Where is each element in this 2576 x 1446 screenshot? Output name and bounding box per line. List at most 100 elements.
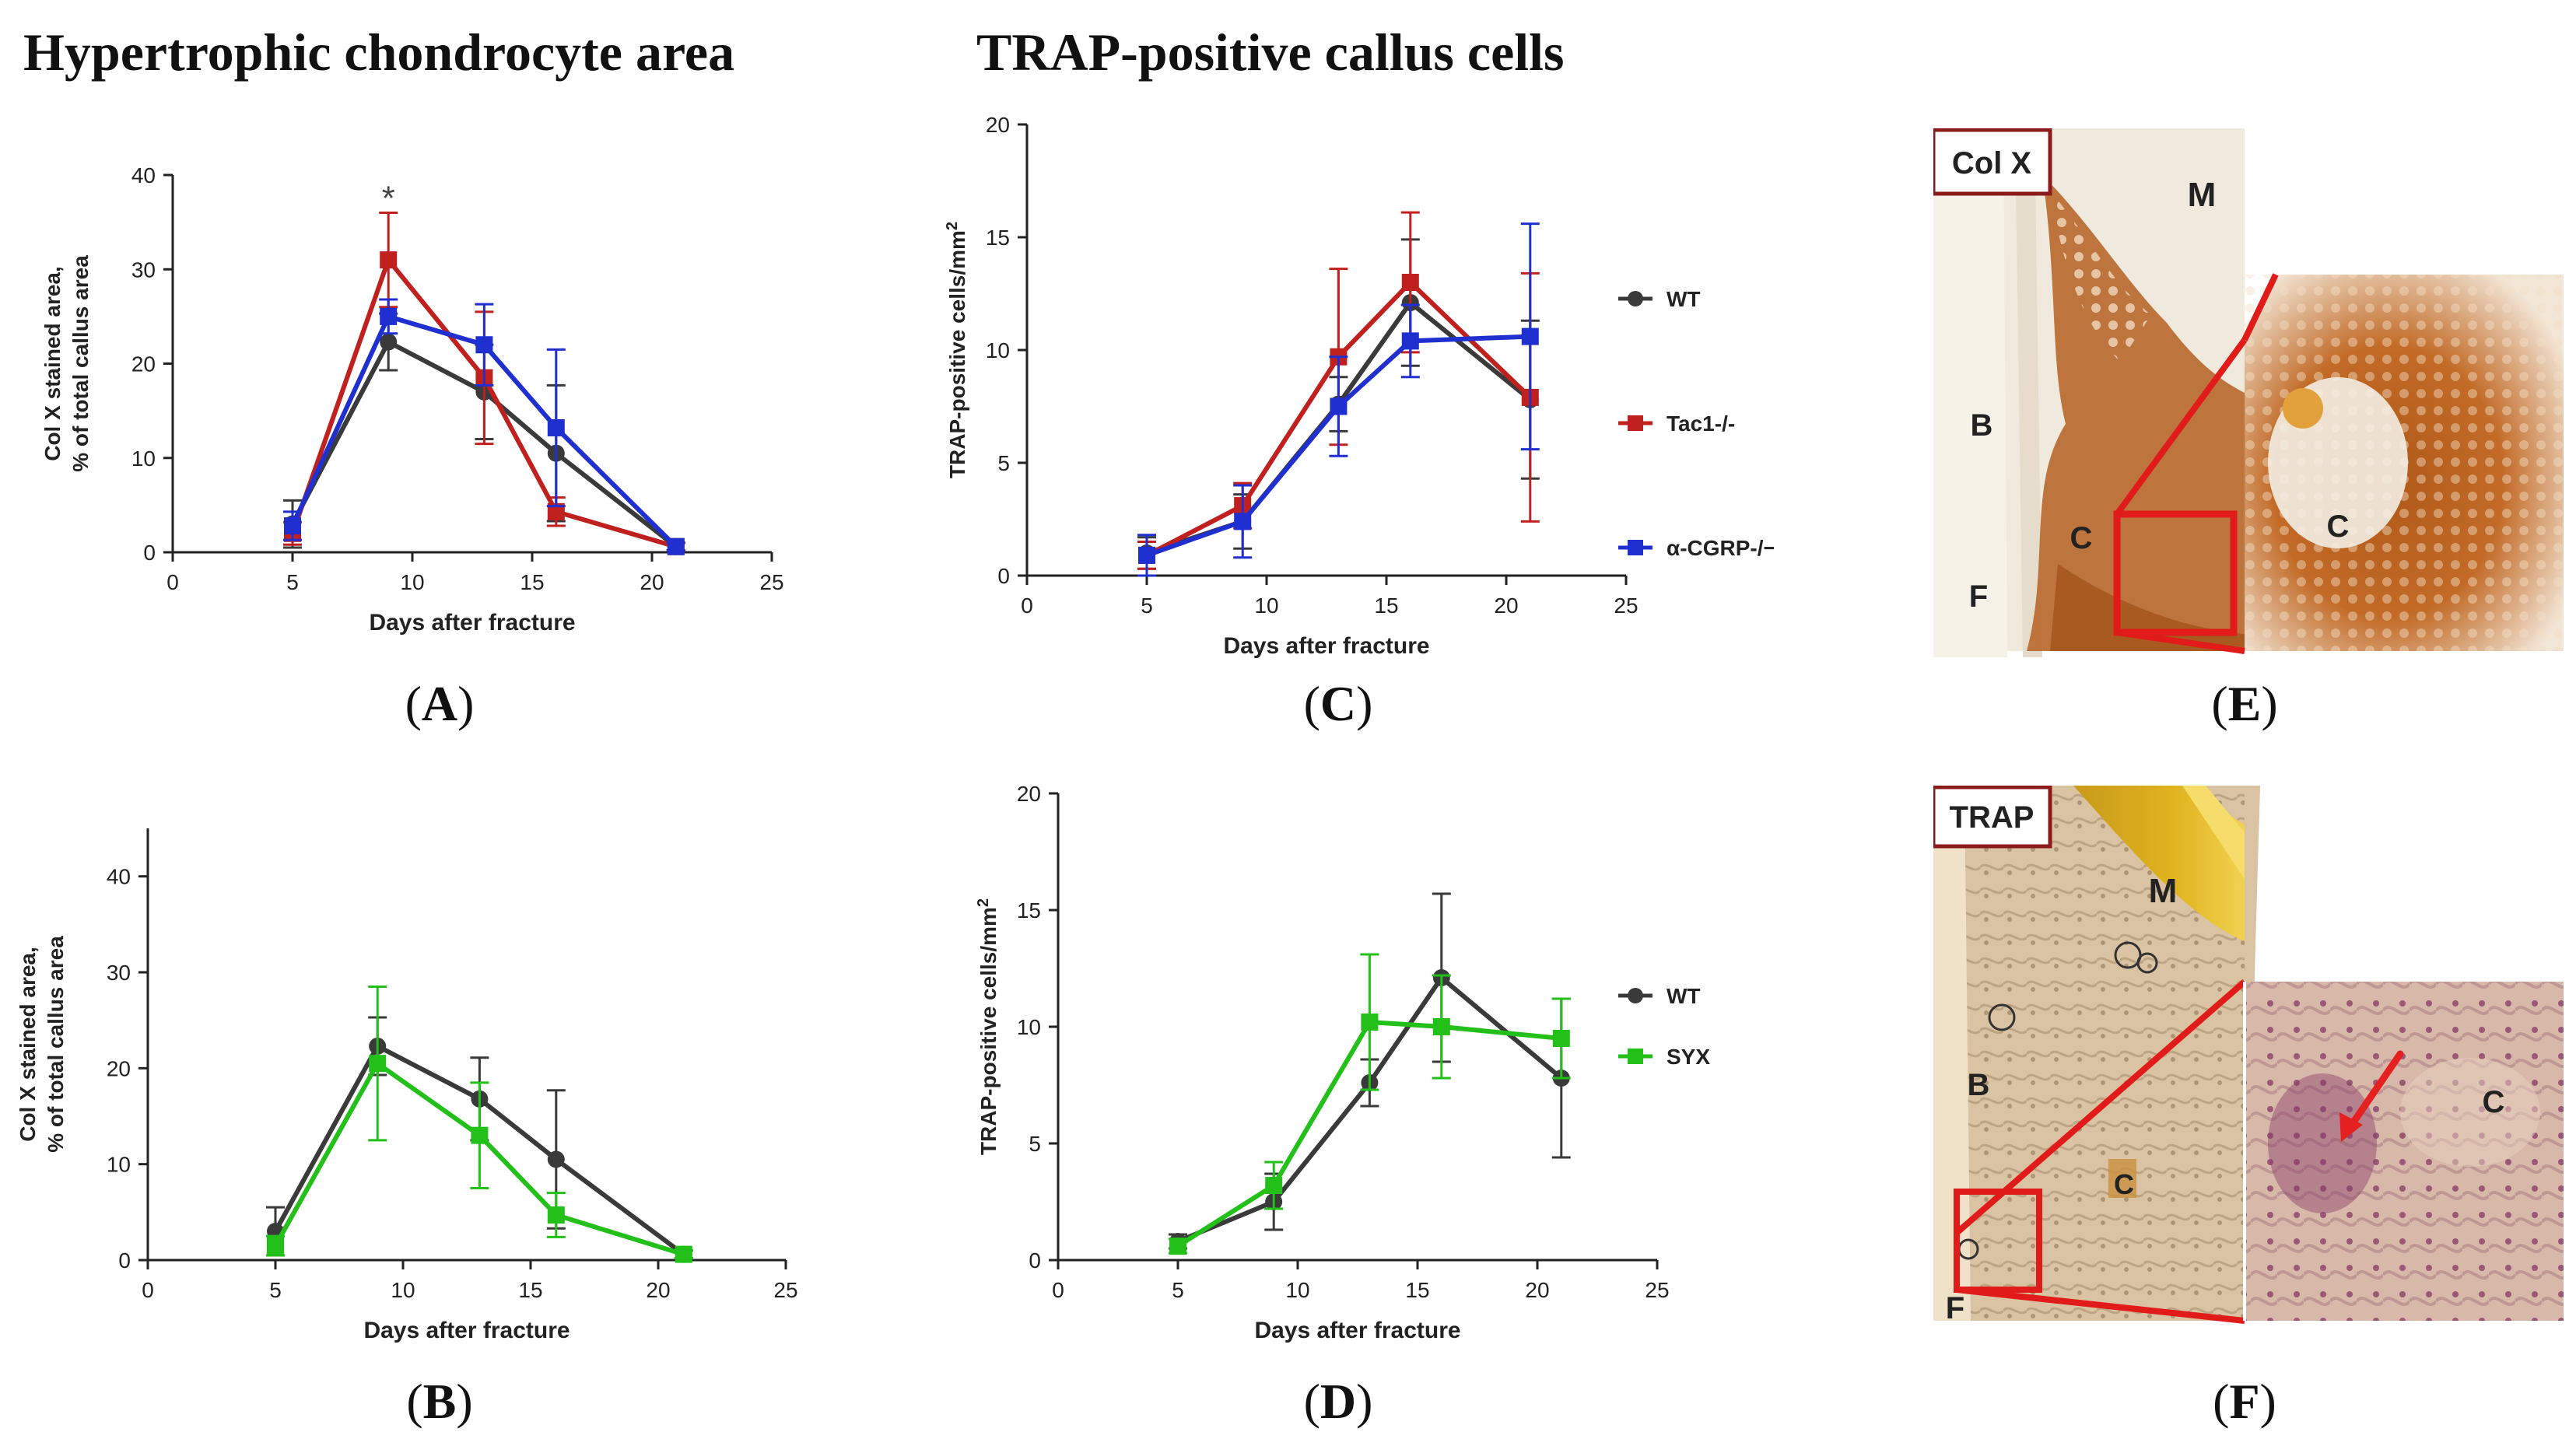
y-axis-label: % of total callus area bbox=[44, 936, 68, 1153]
data-point bbox=[369, 1055, 387, 1073]
y-tick-label: 20 bbox=[986, 113, 1010, 137]
y-tick-label: 5 bbox=[1029, 1132, 1041, 1156]
x-tick-label: 25 bbox=[1645, 1278, 1669, 1302]
data-point bbox=[1169, 1238, 1186, 1255]
data-point bbox=[1401, 274, 1419, 291]
trap-letter-c-main: C bbox=[2114, 1168, 2134, 1200]
col-x-main-image bbox=[1933, 128, 2245, 657]
series-cgrp bbox=[1137, 222, 1540, 577]
data-point bbox=[1234, 513, 1252, 530]
data-point bbox=[547, 502, 565, 520]
y-tick-label: 0 bbox=[143, 541, 156, 565]
y-tick-label: 40 bbox=[131, 163, 156, 187]
y-tick-label: 5 bbox=[997, 451, 1010, 475]
y-tick-label: 10 bbox=[986, 338, 1010, 362]
trap-letter-c-zoom: C bbox=[2483, 1085, 2505, 1119]
x-tick-label: 20 bbox=[640, 570, 664, 594]
trap-letter-f: F bbox=[1946, 1291, 1964, 1325]
x-axis-label: Days after fracture bbox=[1223, 633, 1429, 659]
data-point bbox=[475, 336, 493, 354]
col-x-stain-label: Col X bbox=[1933, 128, 2052, 196]
legend-label: WT bbox=[1667, 287, 1701, 311]
trap-zoom-line-bottom bbox=[1956, 1287, 2245, 1324]
y-tick-label: 15 bbox=[1017, 898, 1041, 923]
chart-b: 0 5 10 15 20 25 0 10 20 30 40 Days after fracture Co… bbox=[16, 828, 798, 1343]
y-axis-label: TRAP-positive cells/mm2 bbox=[944, 222, 969, 478]
data-point bbox=[267, 1237, 284, 1255]
legend-label: SYX bbox=[1667, 1045, 1710, 1069]
legend-marker bbox=[1628, 540, 1643, 555]
x-tick-label: 0 bbox=[166, 570, 179, 594]
y-tick-label: 30 bbox=[131, 257, 156, 282]
x-tick-label: 10 bbox=[1254, 593, 1278, 618]
y-tick-label: 20 bbox=[1017, 782, 1041, 806]
y-axis-label: Col X stained area, bbox=[16, 947, 40, 1142]
y-tick-label: 10 bbox=[1017, 1015, 1041, 1039]
y-axis-label: Col X stained area, bbox=[40, 266, 65, 461]
y-axis-label-superscript: 2 bbox=[944, 222, 961, 230]
legend-label: WT bbox=[1667, 984, 1701, 1008]
data-point bbox=[675, 1245, 692, 1263]
x-axis-label: Days after fracture bbox=[363, 1318, 570, 1343]
letter-b: B bbox=[1971, 408, 1993, 443]
zoom-line-top bbox=[2114, 338, 2248, 516]
x-tick-label: 15 bbox=[1374, 593, 1398, 618]
data-point bbox=[547, 1206, 565, 1224]
data-point bbox=[667, 537, 685, 555]
x-tick-label: 5 bbox=[286, 570, 299, 594]
series-cgrp bbox=[283, 298, 685, 555]
x-tick-label: 25 bbox=[759, 570, 783, 594]
x-tick-label: 20 bbox=[1525, 1278, 1549, 1302]
y-axis-label-text: TRAP-positive cells/mm bbox=[976, 907, 1001, 1155]
zoom-box bbox=[2113, 510, 2238, 636]
chart-a: 0 5 10 15 20 25 0 10 20 30 40 Days after fracture Co… bbox=[40, 163, 784, 635]
letter-m: M bbox=[2188, 176, 2217, 214]
data-point bbox=[1138, 546, 1155, 564]
x-tick-label: 0 bbox=[142, 1278, 154, 1302]
data-point bbox=[1265, 1177, 1283, 1194]
y-axis-label-superscript: 2 bbox=[975, 898, 992, 907]
trap-stain-label: TRAP bbox=[1933, 786, 2052, 849]
svg-text:TRAP: TRAP bbox=[1950, 800, 2035, 835]
panel-label-c: (C) bbox=[1303, 676, 1373, 731]
letter-c-zoom: C bbox=[2327, 509, 2350, 544]
x-tick-label: 10 bbox=[400, 570, 424, 594]
legend-label: α-CGRP-/− bbox=[1667, 536, 1774, 560]
y-axis-label-text: TRAP-positive cells/mm bbox=[945, 230, 969, 478]
y-tick-label: 0 bbox=[997, 564, 1010, 588]
photo-col-x: Col X M B C C F bbox=[1933, 128, 2564, 657]
data-point bbox=[1361, 1014, 1379, 1031]
letter-f: F bbox=[1969, 579, 1988, 614]
legend-label: Tac1-/- bbox=[1667, 411, 1735, 436]
panel-label-a: (A) bbox=[405, 676, 475, 731]
data-point bbox=[547, 418, 565, 436]
data-point bbox=[380, 251, 398, 269]
x-tick-label: 15 bbox=[520, 570, 544, 594]
data-point bbox=[284, 517, 301, 535]
panel-label-d: (D) bbox=[1303, 1374, 1373, 1429]
y-tick-label: 20 bbox=[107, 1056, 131, 1080]
data-point bbox=[471, 1126, 489, 1144]
photo-trap: TRAP M B C F C bbox=[1933, 786, 2564, 1325]
x-axis-label: Days after fracture bbox=[369, 610, 575, 635]
panel-label-f: (F) bbox=[2213, 1374, 2276, 1429]
col-x-zoom-image bbox=[2245, 275, 2564, 651]
y-tick-label: 10 bbox=[107, 1153, 131, 1177]
x-tick-label: 5 bbox=[1141, 593, 1153, 618]
x-tick-label: 0 bbox=[1021, 593, 1033, 618]
data-point bbox=[1521, 327, 1539, 345]
data-point bbox=[1432, 1018, 1450, 1035]
x-tick-label: 15 bbox=[518, 1278, 542, 1302]
title-middle: TRAP-positive callus cells bbox=[976, 23, 1565, 82]
x-tick-label: 10 bbox=[1285, 1278, 1309, 1302]
x-axis-label: Days after fracture bbox=[1254, 1318, 1460, 1343]
data-point bbox=[1330, 397, 1348, 415]
legend-marker bbox=[1628, 1049, 1643, 1064]
x-tick-label: 10 bbox=[391, 1278, 415, 1302]
series-syx bbox=[1169, 953, 1571, 1255]
trap-main-image bbox=[1933, 786, 2260, 1321]
data-point bbox=[380, 333, 398, 351]
y-tick-label: 40 bbox=[107, 865, 131, 889]
significance-marker: * bbox=[382, 179, 395, 217]
x-tick-label: 0 bbox=[1052, 1278, 1064, 1302]
